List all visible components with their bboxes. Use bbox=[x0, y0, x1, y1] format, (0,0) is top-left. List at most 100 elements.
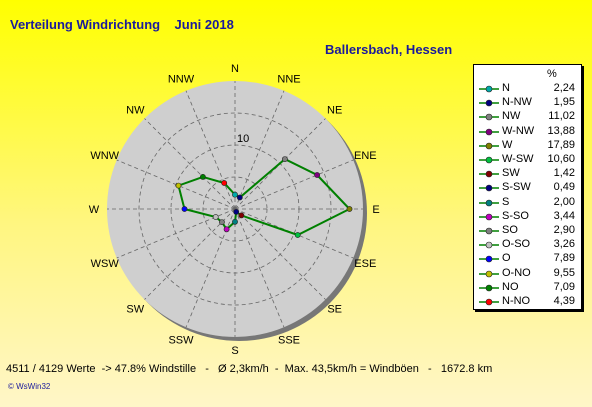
footer-stats: 4511 / 4129 Werte -> 47.8% Windstille - … bbox=[6, 363, 493, 375]
legend-marker bbox=[479, 156, 499, 164]
legend-marker bbox=[479, 114, 499, 121]
data-point bbox=[281, 156, 288, 162]
direction-label: WNW bbox=[90, 150, 119, 162]
legend-item: SO 2,90 bbox=[474, 224, 581, 238]
data-point bbox=[212, 214, 219, 220]
direction-label: E bbox=[372, 204, 379, 216]
legend-name: SO bbox=[502, 224, 518, 236]
legend-name: SW bbox=[502, 167, 520, 180]
legend-value: 7,89 bbox=[553, 252, 575, 265]
spoke bbox=[144, 118, 236, 210]
direction-label: NNW bbox=[168, 74, 195, 86]
legend-name: W-NW bbox=[502, 124, 535, 137]
legend-item: O-NO 9,55 bbox=[474, 267, 581, 281]
legend-unit: % bbox=[547, 68, 557, 80]
data-point bbox=[223, 226, 230, 233]
data-point bbox=[199, 173, 206, 180]
legend-value: 1,95 bbox=[553, 96, 575, 109]
legend-name: O-NO bbox=[502, 266, 531, 279]
direction-label: NW bbox=[126, 104, 145, 116]
legend-marker bbox=[479, 128, 499, 135]
spoke bbox=[185, 90, 236, 210]
legend-item: N-NO 4,39 bbox=[474, 295, 581, 309]
data-point bbox=[175, 182, 182, 189]
data-point bbox=[232, 218, 238, 225]
ring-value-label: 10 bbox=[237, 133, 249, 145]
direction-label: WSW bbox=[91, 258, 120, 270]
legend-name: S-SO bbox=[502, 209, 529, 222]
legend-name: NO bbox=[502, 280, 519, 293]
direction-label: SSW bbox=[168, 334, 194, 346]
legend-value: 11,02 bbox=[548, 110, 575, 123]
chart-title: Verteilung Windrichtung Juni 2018 bbox=[10, 17, 234, 32]
legend-name: O bbox=[502, 252, 511, 265]
legend-value: 0,49 bbox=[553, 181, 575, 194]
legend-item: S-SO 3,44 bbox=[474, 210, 581, 224]
legend-item: NO 7,09 bbox=[474, 281, 581, 295]
legend-value: 4,39 bbox=[553, 295, 575, 307]
spoke bbox=[234, 90, 285, 210]
data-point bbox=[232, 191, 238, 198]
legend-marker bbox=[479, 270, 499, 277]
legend-marker bbox=[479, 199, 499, 206]
legend-marker bbox=[479, 256, 499, 263]
legend-value: 3,26 bbox=[553, 238, 575, 251]
direction-label: ESE bbox=[354, 258, 376, 270]
legend-value: 3,44 bbox=[553, 209, 575, 222]
legend-name: W-SW bbox=[502, 153, 534, 165]
legend-marker bbox=[479, 227, 499, 235]
data-point bbox=[181, 206, 188, 212]
direction-label: W bbox=[89, 204, 100, 216]
legend-name: O-SO bbox=[502, 238, 531, 251]
legend-item: NW 11,02 bbox=[474, 110, 581, 124]
legend: % N 2,24 N-NW 1,95 NW 11,02 W-NW 13,88 W 17,89 W-S… bbox=[473, 64, 582, 310]
legend-item: O 7,89 bbox=[474, 252, 581, 266]
legend-marker bbox=[479, 170, 499, 178]
direction-label: SSE bbox=[278, 334, 300, 346]
legend-value: 7,09 bbox=[553, 280, 575, 293]
legend-marker bbox=[479, 298, 499, 306]
direction-label: ENE bbox=[354, 150, 377, 162]
data-point bbox=[294, 232, 301, 238]
legend-marker bbox=[479, 213, 499, 221]
spoke bbox=[234, 208, 285, 328]
spoke bbox=[234, 159, 354, 210]
legend-value: 17,89 bbox=[547, 138, 575, 151]
legend-marker bbox=[479, 142, 499, 150]
data-point bbox=[221, 180, 228, 186]
legend-item: S-SW 0,49 bbox=[474, 181, 581, 195]
direction-label: N bbox=[231, 63, 239, 75]
legend-marker bbox=[479, 85, 499, 93]
legend-value: 2,90 bbox=[553, 224, 575, 236]
legend-item: N 2,24 bbox=[474, 82, 581, 96]
legend-marker bbox=[479, 284, 499, 292]
ring bbox=[138, 112, 332, 306]
chart-location: Ballersbach, Hessen bbox=[325, 42, 453, 57]
legend-item: O-SO 3,26 bbox=[474, 238, 581, 252]
legend-value: 2,00 bbox=[553, 195, 575, 208]
legend-item: N-NW 1,95 bbox=[474, 96, 581, 110]
legend-name: N bbox=[502, 82, 510, 94]
data-point bbox=[346, 206, 353, 212]
legend-marker bbox=[479, 241, 499, 249]
direction-label: NNE bbox=[277, 74, 300, 86]
direction-label: SW bbox=[126, 304, 144, 316]
direction-label: SE bbox=[327, 304, 342, 316]
legend-value: 13,88 bbox=[547, 124, 575, 137]
data-point bbox=[218, 219, 225, 225]
legend-name: S bbox=[502, 195, 510, 208]
brand-label: © WsWin32 bbox=[8, 382, 51, 391]
data-point bbox=[314, 172, 320, 178]
legend-item: S 2,00 bbox=[474, 196, 581, 210]
legend-value: 9,55 bbox=[553, 266, 575, 279]
data-point bbox=[236, 194, 243, 201]
legend-name: N-NW bbox=[502, 96, 532, 109]
legend-name: S-SW bbox=[502, 181, 531, 194]
legend-value: 2,24 bbox=[553, 82, 575, 94]
legend-item: SW 1,42 bbox=[474, 167, 581, 181]
legend-name: NW bbox=[502, 110, 521, 123]
legend-item: W 17,89 bbox=[474, 139, 581, 153]
legend-value: 10,60 bbox=[547, 153, 575, 165]
